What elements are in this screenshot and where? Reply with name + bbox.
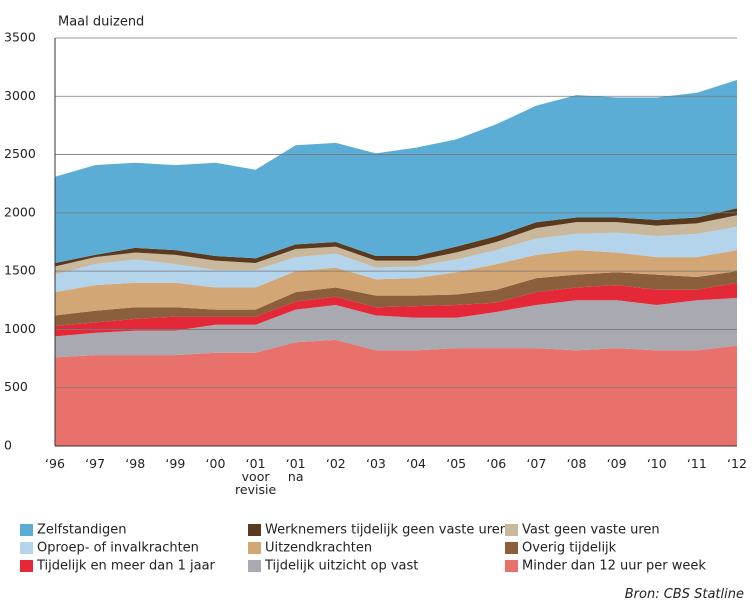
x-tick-label: ‘96: [45, 456, 65, 471]
legend-swatch: [505, 560, 518, 572]
x-tick-label: ‘99: [165, 456, 185, 471]
y-tick-label: 2500: [4, 146, 36, 161]
area: [55, 226, 737, 293]
area: [55, 250, 737, 316]
legend-label: Tijdelijk en meer dan 1 jaar: [36, 559, 216, 574]
legend-swatch: [248, 524, 261, 536]
legend-label: Minder dan 12 uur per week: [522, 559, 706, 574]
x-tick-label: ‘12: [727, 456, 747, 471]
y-axis-label: Maal duizend: [58, 15, 144, 30]
legend-swatch: [248, 542, 261, 554]
y-tick-label: 500: [4, 379, 28, 394]
y-tick-label: 3000: [4, 88, 36, 103]
legend-swatch: [505, 542, 518, 554]
x-tick-label: ‘06: [486, 456, 506, 471]
legend-label: Tijdelijk uitzicht op vast: [264, 559, 418, 574]
x-tick-label: ‘98: [125, 456, 145, 471]
legend-label: Zelfstandigen: [37, 523, 127, 538]
source: Bron: CBS Statline: [625, 587, 744, 602]
legend-swatch: [20, 524, 33, 536]
x-tick-label: ‘01 voor revisie: [235, 456, 276, 497]
y-tick-label: 0: [4, 438, 12, 453]
y-tick-label: 3500: [4, 30, 36, 45]
legend-swatch: [505, 524, 518, 536]
x-tick-label: ‘09: [607, 456, 627, 471]
area: [55, 282, 737, 337]
legend-swatch: [20, 542, 33, 554]
legend-label: Werknemers tijdelijk geen vaste uren: [265, 523, 508, 538]
x-tick-label: ‘07: [526, 456, 546, 471]
area: [55, 79, 737, 263]
legend-label: Oproep- of invalkrachten: [37, 541, 199, 556]
y-tick-label: 1000: [4, 321, 36, 336]
x-tick-label: ‘11: [687, 456, 707, 471]
area: [55, 271, 737, 326]
x-tick-label: ‘97: [85, 456, 105, 471]
x-tick-label: ‘03: [366, 456, 386, 471]
x-tick-label: ‘10: [647, 456, 667, 471]
area: [55, 297, 737, 358]
legend-label: Overig tijdelijk: [522, 541, 617, 556]
area: [55, 208, 737, 267]
x-tick-label: ‘04: [406, 456, 426, 471]
legend-swatch: [248, 560, 261, 572]
x-tick-label: ‘00: [206, 456, 226, 471]
x-tick-label: ‘05: [446, 456, 466, 471]
legend-label: Uitzendkrachten: [265, 541, 372, 556]
y-tick-label: 2000: [4, 204, 36, 219]
x-tick-label: ‘08: [567, 456, 587, 471]
x-tick-label: ‘01 na: [286, 456, 306, 484]
x-tick-label: ‘02: [326, 456, 346, 471]
area: [55, 215, 737, 275]
area: [55, 339, 737, 446]
y-tick-label: 1500: [4, 263, 36, 278]
legend-swatch: [20, 560, 33, 572]
legend-label: Vast geen vaste uren: [522, 523, 660, 538]
